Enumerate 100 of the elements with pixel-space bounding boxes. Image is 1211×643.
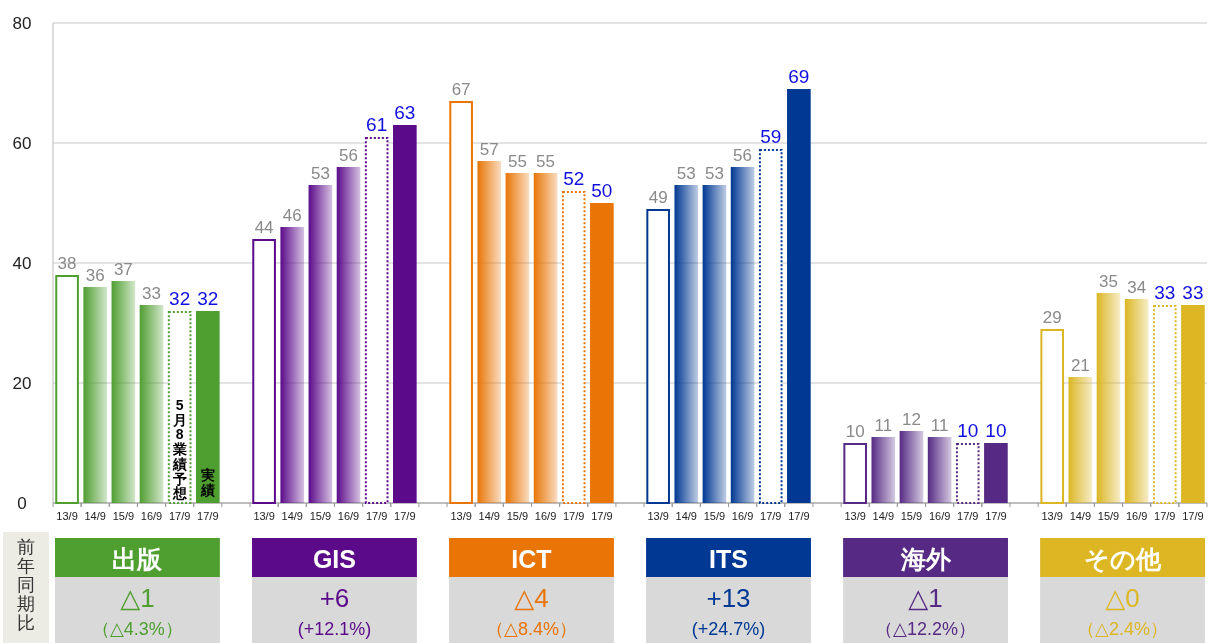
x-tick-label: 16/9	[1125, 510, 1148, 522]
x-tick-label: 15/9	[900, 510, 923, 522]
x-tick-label: 14/9	[675, 510, 697, 522]
data-label: 33	[1154, 282, 1176, 303]
bar	[1040, 329, 1065, 504]
text: GIS	[312, 545, 356, 573]
text: △1	[120, 583, 155, 613]
data-label: 38	[57, 254, 77, 273]
x-tick-label: 14/9	[478, 510, 500, 522]
x-tick-label: 15/9	[309, 510, 332, 522]
x-tick-label: 17/9	[591, 510, 613, 522]
data-label: 67	[451, 80, 471, 99]
bar	[730, 167, 755, 503]
data-label: 34	[1127, 278, 1147, 297]
data-label: 55	[536, 152, 556, 171]
data-label: 59	[760, 126, 782, 147]
bar	[590, 203, 614, 503]
bar	[1181, 305, 1205, 503]
bar	[111, 281, 136, 503]
data-label: 11	[930, 416, 949, 435]
data-label: 12	[902, 410, 921, 429]
x-tick-label: 13/9	[450, 510, 472, 522]
bar	[336, 167, 361, 503]
data-label: 46	[282, 206, 302, 225]
text: 海外	[899, 545, 952, 573]
annotation: 5月8業績予想	[171, 397, 188, 502]
text: （△8.4%）	[486, 619, 577, 639]
bar	[984, 443, 1008, 503]
data-label: 56	[339, 146, 358, 165]
data-label: 36	[85, 266, 105, 285]
y-tick-label: 80	[12, 14, 32, 33]
data-label: 11	[874, 416, 893, 435]
x-tick-label: 15/9	[112, 510, 135, 522]
x-tick-label: 16/9	[140, 510, 163, 522]
x-tick-label: 17/9	[760, 510, 782, 522]
text: その他	[1084, 545, 1163, 573]
data-label: 29	[1042, 308, 1062, 327]
x-tick-label: 16/9	[731, 510, 754, 522]
y-tick-label: 20	[12, 374, 32, 393]
data-label: 10	[985, 420, 1007, 441]
text: （△4.3%）	[92, 619, 183, 639]
data-label: 33	[1182, 282, 1204, 303]
bar	[280, 227, 305, 503]
text: ITS	[709, 545, 748, 573]
text: +6	[319, 583, 350, 613]
bar	[83, 287, 108, 503]
bar	[955, 443, 980, 504]
bar	[308, 185, 333, 503]
x-tick-label: 15/9	[703, 510, 726, 522]
x-tick-label: 13/9	[647, 510, 669, 522]
annotation: 実績	[199, 467, 215, 498]
data-label: 44	[254, 218, 274, 237]
x-tick-label: 14/9	[281, 510, 303, 522]
data-label: 32	[197, 288, 219, 309]
x-tick-label: 17/9	[563, 510, 585, 522]
bar	[758, 149, 783, 504]
x-tick-label: 17/9	[365, 510, 388, 522]
x-tick-label: 16/9	[337, 510, 360, 522]
data-label: 57	[479, 140, 499, 159]
bar	[561, 191, 586, 504]
text: （△12.2%）	[875, 619, 976, 639]
x-tick-label: 13/9	[56, 510, 78, 522]
data-label: 21	[1070, 356, 1090, 375]
x-tick-label: 14/9	[872, 510, 895, 522]
data-label: 10	[957, 420, 979, 441]
x-tick-label: 14/9	[1069, 510, 1092, 522]
x-tick-label: 17/9	[985, 510, 1007, 522]
x-tick-label: 16/9	[928, 510, 951, 522]
text: △1	[908, 583, 943, 613]
y-tick-label: 60	[12, 134, 32, 153]
data-label: 50	[591, 180, 613, 201]
bar	[139, 305, 164, 503]
data-label: 63	[394, 102, 416, 123]
x-tick-label: 16/9	[534, 510, 557, 522]
bar	[871, 437, 896, 503]
bar	[195, 311, 220, 503]
x-tick-label: 17/9	[957, 510, 979, 522]
data-label: 53	[676, 164, 696, 183]
bar	[646, 209, 670, 504]
data-label: 33	[142, 284, 161, 303]
data-label: 53	[704, 164, 724, 183]
bar	[674, 185, 699, 503]
data-label: 10	[845, 422, 865, 441]
x-tick-label: 13/9	[253, 510, 275, 522]
x-tick-label: 17/9	[788, 510, 810, 522]
bar	[505, 173, 530, 503]
bar	[1124, 299, 1149, 503]
bar	[1096, 293, 1121, 503]
data-label: 52	[563, 168, 585, 189]
text: ICT	[511, 545, 552, 573]
bar	[449, 101, 473, 504]
text: +13	[706, 583, 751, 613]
bar	[787, 89, 811, 503]
x-tick-label: 17/9	[1182, 510, 1204, 522]
text: 出版	[112, 545, 164, 573]
x-tick-label: 15/9	[1097, 510, 1120, 522]
bar	[477, 161, 502, 503]
bar	[1068, 377, 1093, 503]
data-label: 69	[788, 66, 810, 87]
x-tick-label: 17/9	[394, 510, 416, 522]
